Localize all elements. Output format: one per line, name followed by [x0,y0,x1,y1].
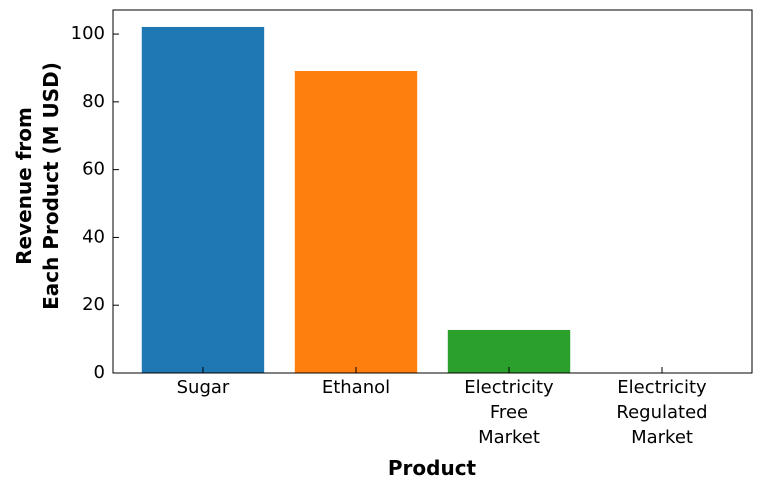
y-axis-label: Revenue from Each Product (M USD) [12,62,63,310]
x-tick-label: Electricity Regulated Market [616,377,708,448]
bar [294,71,418,374]
y-tick-label: 80 [82,91,105,112]
y-tick-label: 40 [82,226,105,247]
bar [141,26,265,374]
x-tick-label: Sugar [176,377,230,398]
y-tick-label: 0 [94,362,105,383]
y-tick-label: 100 [71,23,105,44]
plot-frame [112,9,753,374]
x-axis-label: Product [387,456,477,480]
x-tick-label: Electricity Free Market [464,377,554,448]
x-tick-label: Ethanol [321,377,391,398]
y-tick-label: 60 [82,159,105,180]
bar [447,329,571,373]
y-tick-label: 20 [82,294,105,315]
